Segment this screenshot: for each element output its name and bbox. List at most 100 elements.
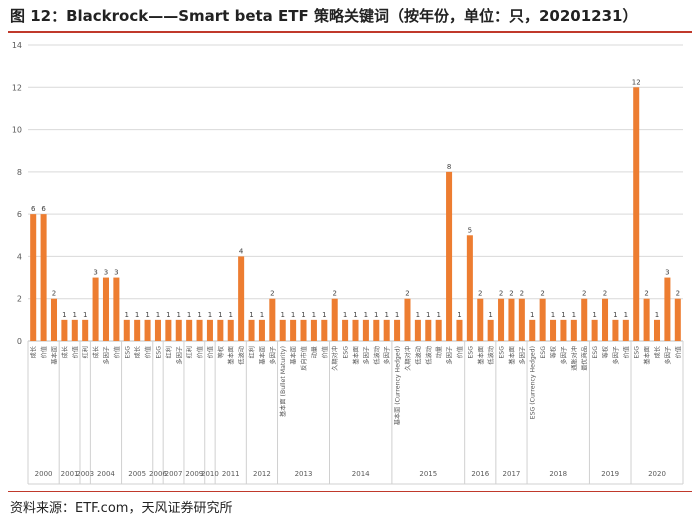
bars bbox=[30, 87, 681, 342]
bar bbox=[570, 319, 577, 341]
bar-value-label: 2 bbox=[540, 290, 544, 298]
x-category-label: 多因子 bbox=[383, 346, 391, 365]
x-category-label: 等权 bbox=[217, 346, 225, 358]
bar bbox=[653, 319, 661, 341]
bar-value-label: 2 bbox=[478, 290, 482, 298]
bar bbox=[633, 87, 640, 342]
bar bbox=[102, 277, 109, 341]
bar bbox=[373, 319, 380, 341]
bar-value-label: 2 bbox=[509, 290, 513, 298]
bar bbox=[518, 298, 525, 341]
x-category-label: 基本面 bbox=[290, 346, 298, 365]
year-group-label: 2014 bbox=[352, 470, 370, 478]
x-category-label: 基本面 bbox=[508, 346, 516, 365]
x-category-label: 成长 bbox=[30, 346, 38, 358]
bar bbox=[40, 214, 47, 341]
x-category-label: 基本面 bbox=[643, 346, 651, 365]
bar-value-label: 2 bbox=[644, 290, 648, 298]
bar-value-label: 1 bbox=[457, 311, 461, 319]
bar-value-label: 4 bbox=[239, 247, 244, 255]
year-group-label: 2017 bbox=[503, 470, 521, 478]
x-category-label: 价值 bbox=[321, 346, 329, 358]
bar bbox=[248, 319, 255, 341]
x-category-label: 低波动 bbox=[425, 346, 433, 365]
x-category-label: 成长 bbox=[654, 346, 662, 358]
y-tick-label: 12 bbox=[12, 83, 22, 92]
bar-value-label: 2 bbox=[676, 290, 680, 298]
x-category-label: 多因子 bbox=[102, 346, 110, 365]
year-group-label: 2013 bbox=[295, 470, 313, 478]
bar-value-label: 5 bbox=[468, 226, 472, 234]
x-category-label: 价值 bbox=[196, 346, 204, 358]
bar-value-label: 8 bbox=[447, 163, 451, 171]
bar bbox=[123, 319, 130, 341]
x-category-label: 多因子 bbox=[612, 346, 620, 365]
bar bbox=[92, 277, 99, 341]
bar bbox=[362, 319, 369, 341]
bar-value-label: 1 bbox=[436, 311, 440, 319]
source-rule bbox=[8, 491, 692, 492]
bar-value-label: 3 bbox=[665, 269, 669, 277]
bar bbox=[456, 319, 463, 341]
x-category-label: 低波动 bbox=[373, 346, 381, 365]
x-category-label: 动量 bbox=[436, 346, 443, 358]
bar bbox=[321, 319, 328, 341]
x-category-label: 多因子 bbox=[362, 346, 370, 365]
bar bbox=[539, 298, 546, 341]
bar bbox=[643, 298, 650, 341]
bar-value-label: 1 bbox=[187, 311, 191, 319]
bar bbox=[238, 256, 245, 341]
bar bbox=[498, 298, 505, 341]
bar bbox=[279, 319, 286, 341]
bar-value-label: 12 bbox=[632, 78, 641, 86]
x-category-label: 多因子 bbox=[269, 346, 277, 365]
bar bbox=[602, 298, 609, 341]
bar bbox=[394, 319, 401, 341]
x-category-label: ESG bbox=[634, 346, 641, 359]
y-tick-label: 8 bbox=[17, 168, 22, 177]
bar bbox=[113, 277, 120, 341]
bar-value-label: 1 bbox=[156, 311, 160, 319]
x-category-label: 成长 bbox=[92, 346, 100, 358]
x-category-label: 低波动 bbox=[487, 346, 495, 365]
bar bbox=[404, 298, 411, 341]
x-category-label: 红利 bbox=[186, 346, 194, 358]
x-category-label: 多因子 bbox=[560, 346, 568, 365]
year-group-label: 2009 bbox=[185, 470, 203, 478]
bar bbox=[612, 319, 619, 341]
bar-value-label: 1 bbox=[353, 311, 357, 319]
x-category-label: 多因子 bbox=[446, 346, 454, 365]
bar-value-label: 1 bbox=[572, 311, 576, 319]
bar bbox=[477, 298, 484, 341]
x-category-label: 低波动 bbox=[414, 346, 422, 365]
bar bbox=[227, 319, 234, 341]
bar bbox=[591, 319, 598, 341]
year-group-label: 2004 bbox=[97, 470, 115, 478]
bar-value-label: 1 bbox=[62, 311, 66, 319]
x-category-label: 价值 bbox=[113, 346, 121, 358]
bar bbox=[352, 319, 359, 341]
bar-value-label: 1 bbox=[488, 311, 492, 319]
x-category-label: 反向市值 bbox=[300, 346, 308, 371]
bar bbox=[560, 319, 567, 341]
y-tick-label: 6 bbox=[17, 210, 22, 219]
bar bbox=[446, 171, 453, 341]
x-category-label: 价值 bbox=[71, 346, 79, 358]
bar-value-label: 1 bbox=[177, 311, 181, 319]
value-labels: 6 621 1 13 3 31 1 1 1 1 1 1 1 1 1 141 121 1 1 1 121 1 1 1 1 121 1 1… bbox=[31, 78, 680, 319]
x-category-label: 多因子 bbox=[664, 346, 672, 365]
x-category-label: 红利 bbox=[165, 346, 173, 358]
bar bbox=[290, 319, 297, 341]
x-category-label: 等权 bbox=[602, 346, 610, 358]
x-category-label: 价值 bbox=[674, 346, 682, 358]
year-group-label: 2015 bbox=[419, 470, 437, 478]
bar-value-label: 3 bbox=[104, 269, 108, 277]
x-category-label: 红利 bbox=[82, 346, 90, 358]
x-category-label: ESG bbox=[343, 346, 350, 359]
bar bbox=[425, 319, 432, 341]
year-group-label: 2018 bbox=[549, 470, 567, 478]
x-category-label: 成长 bbox=[134, 346, 142, 358]
bar bbox=[50, 298, 58, 341]
bar bbox=[196, 319, 203, 341]
